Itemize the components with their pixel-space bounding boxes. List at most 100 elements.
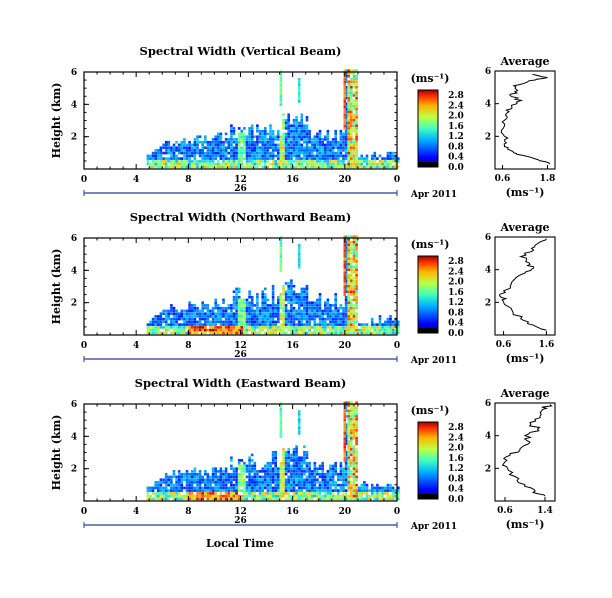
heatmap-cell [180, 323, 184, 326]
heatmap-cell [154, 497, 157, 501]
heatmap-cell [170, 489, 173, 492]
heatmap-cell [297, 306, 301, 310]
heatmap-cell [347, 423, 350, 426]
heatmap-cell [310, 494, 314, 498]
heatmap-cell [318, 129, 322, 133]
heatmap-cell [326, 304, 330, 307]
heatmap-cell [355, 453, 358, 457]
heatmap-cell [343, 451, 347, 454]
heatmap-cell [337, 312, 340, 315]
heatmap-cell [250, 467, 254, 470]
heatmap-cell [227, 165, 231, 169]
heatmap-cell [264, 486, 267, 490]
heatmap-cell [303, 135, 306, 138]
heatmap-cell [305, 478, 309, 481]
heatmap-cell [287, 467, 290, 470]
heatmap-cell [305, 456, 309, 459]
heatmap-cell [342, 494, 345, 498]
heatmap-cell [217, 475, 220, 479]
heatmap-cell [297, 429, 301, 432]
heatmap-cell [292, 494, 296, 498]
heatmap-cell [347, 301, 350, 304]
heatmap-cell [240, 157, 244, 160]
heatmap-cell [157, 492, 160, 495]
heatmap-cell [310, 154, 314, 158]
heatmap-cell [342, 132, 345, 136]
heatmap-cell [337, 154, 340, 158]
heatmap-cell [344, 149, 348, 152]
heatmap-cell [201, 489, 204, 492]
heatmap-cell [235, 494, 238, 498]
heatmap-cell [318, 298, 322, 302]
heatmap-cell [391, 492, 395, 495]
heatmap-cell [217, 312, 220, 315]
heatmap-cell [394, 328, 397, 332]
heatmap-cell [232, 315, 236, 318]
heatmap-cell [297, 412, 301, 416]
heatmap-cell [248, 470, 251, 473]
heatmap-cell [258, 132, 262, 136]
heatmap-cell [240, 467, 244, 470]
heatmap-cell [316, 146, 319, 149]
heatmap-cell [177, 483, 181, 487]
heatmap-cell [235, 497, 238, 501]
heatmap-cell [331, 483, 335, 487]
heatmap-cell [305, 450, 309, 454]
heatmap-cell [389, 331, 392, 335]
heatmap-cell [329, 481, 332, 484]
heatmap-cell [279, 86, 283, 90]
heatmap-cell [253, 160, 257, 163]
heatmap-cell [344, 295, 348, 299]
heatmap-cell [295, 293, 298, 296]
heatmap-cell [329, 151, 332, 155]
heatmap-cell [240, 475, 244, 479]
heatmap-cell [329, 157, 332, 160]
average-frame [494, 236, 556, 336]
heatmap-cell [159, 481, 163, 484]
heatmap-cell [297, 418, 301, 421]
heatmap-cell [266, 151, 270, 155]
heatmap-cell [297, 323, 301, 326]
heatmap-cell [149, 157, 152, 160]
heatmap-cell [266, 160, 270, 163]
heatmap-cell [271, 301, 275, 304]
heatmap-cell [326, 494, 330, 498]
heatmap-cell [245, 328, 249, 332]
heatmap-cell [188, 151, 191, 155]
heatmap-cell [235, 151, 238, 155]
heatmap-cell [318, 331, 322, 335]
heatmap-cell [279, 138, 283, 141]
heatmap-cell [343, 255, 347, 258]
heatmap-cell [196, 486, 199, 490]
heatmap-cell [248, 129, 251, 133]
heatmap-cell [196, 162, 199, 166]
heatmap-cell [232, 151, 236, 155]
heatmap-cell [343, 113, 347, 117]
heatmap-cell [227, 160, 231, 163]
heatmap-cell [316, 135, 319, 138]
heatmap-cell [222, 157, 225, 160]
heatmap-field [146, 69, 400, 169]
heatmap-cell [227, 146, 231, 149]
heatmap-cell [279, 266, 283, 270]
heatmap-cell [175, 160, 178, 163]
heatmap-cell [290, 143, 293, 147]
heatmap-cell [287, 489, 290, 492]
heatmap-cell [193, 472, 197, 476]
heatmap-cell [219, 475, 223, 479]
heatmap-cell [308, 146, 311, 149]
heatmap-cell [211, 328, 215, 332]
heatmap-cell [209, 483, 212, 487]
heatmap-cell [331, 472, 335, 476]
heatmap-cell [339, 323, 343, 326]
heatmap-cell [287, 328, 290, 332]
heatmap-cell [363, 323, 366, 326]
heatmap-cell [308, 162, 311, 166]
heatmap-cell [318, 138, 322, 141]
heatmap-cell [300, 149, 304, 152]
heatmap-cell [394, 331, 397, 335]
heatmap-cell [201, 312, 204, 315]
heatmap-cell [190, 486, 194, 490]
heatmap-cell [355, 77, 358, 81]
heatmap-cell [248, 149, 251, 152]
